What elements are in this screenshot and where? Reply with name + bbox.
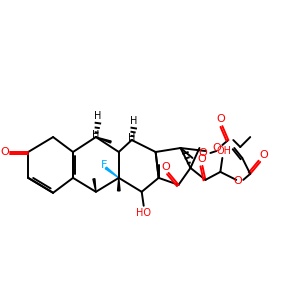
Polygon shape	[118, 178, 120, 191]
Text: H: H	[92, 130, 100, 140]
Text: O: O	[198, 148, 207, 158]
Text: HO: HO	[136, 208, 151, 218]
Polygon shape	[96, 137, 111, 143]
Text: H: H	[128, 133, 135, 143]
Text: H: H	[94, 111, 102, 121]
Text: O: O	[233, 176, 242, 186]
Text: O: O	[197, 154, 206, 164]
Text: F: F	[101, 160, 107, 170]
Polygon shape	[93, 179, 96, 192]
Text: O: O	[260, 150, 268, 160]
Polygon shape	[105, 167, 119, 178]
Text: O: O	[161, 162, 170, 172]
Text: O: O	[216, 114, 225, 124]
Text: O: O	[212, 143, 221, 153]
Text: H: H	[130, 116, 137, 126]
Text: OH: OH	[217, 146, 232, 156]
Text: O: O	[0, 147, 9, 157]
